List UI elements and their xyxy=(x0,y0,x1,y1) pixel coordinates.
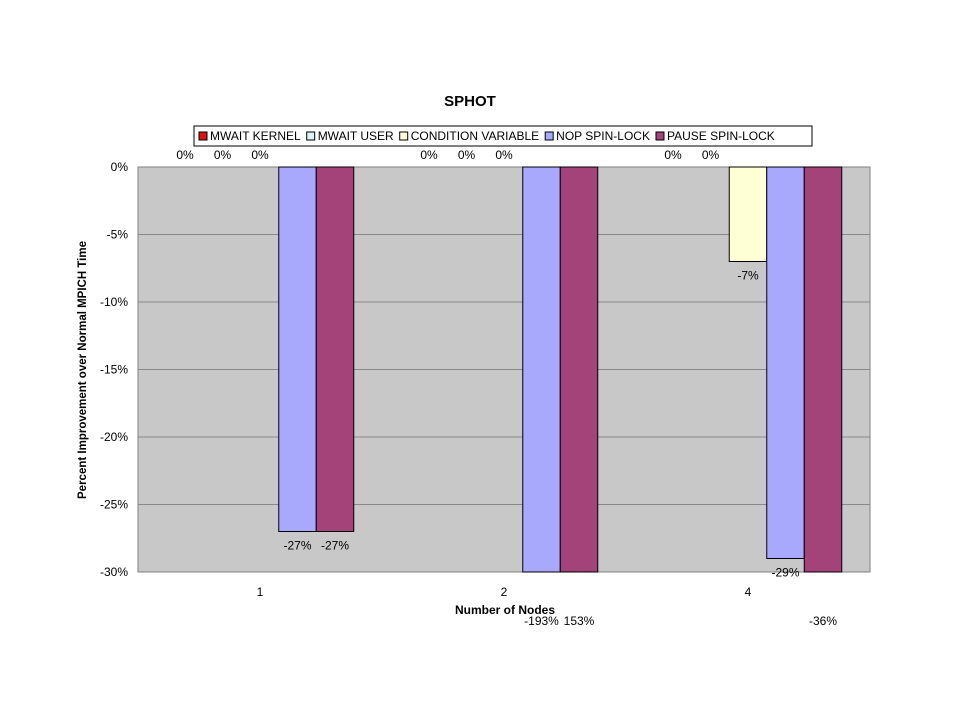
x-tick-label: 4 xyxy=(745,585,752,599)
data-label-nop-spin-lock-2: -193% xyxy=(524,614,559,628)
y-tick-label: -5% xyxy=(107,228,129,242)
data-label-pause-spin-lock-4: -36% xyxy=(809,614,837,628)
y-tick-label: 0% xyxy=(111,160,129,174)
data-label-extra-mwait-kernel-2: 0% xyxy=(420,148,438,162)
legend-swatch-nop-spin-lock xyxy=(544,131,554,141)
y-tick-label: -10% xyxy=(100,295,128,309)
legend: MWAIT KERNEL MWAIT USER CONDITION VARIABLE… xyxy=(193,125,813,147)
legend-label-mwait-kernel: MWAIT KERNEL xyxy=(210,129,301,143)
x-tick-label: 2 xyxy=(501,585,508,599)
y-tick-label: -15% xyxy=(100,363,128,377)
bar-nop-spin-lock-2 xyxy=(522,166,561,573)
data-label-mwait-user-1: 0% xyxy=(214,148,232,162)
legend-label-condition-variable: CONDITION VARIABLE xyxy=(411,129,539,143)
x-axis-label: Number of Nodes xyxy=(455,603,555,617)
data-label-condition-variable-1: 0% xyxy=(251,148,269,162)
bar-nop-spin-lock-1 xyxy=(278,166,317,532)
legend-swatch-mwait-user xyxy=(306,131,316,141)
data-label-mwait-kernel-1: 0% xyxy=(176,148,194,162)
y-axis-label: Percent Improvement over Normal MPICH Ti… xyxy=(77,241,89,499)
data-label-condition-variable-2: 0% xyxy=(495,148,513,162)
x-tick-label: 1 xyxy=(257,585,264,599)
legend-frame xyxy=(193,125,813,147)
legend-label-nop-spin-lock: NOP SPIN-LOCK xyxy=(556,129,650,143)
y-tick-label: -30% xyxy=(100,565,128,579)
data-label-extra-mwait-kernel-4: 0% xyxy=(664,148,682,162)
bar-pause-spin-lock-4 xyxy=(803,166,843,573)
data-label-nop-spin-lock-1: -27% xyxy=(283,539,311,553)
y-tick-label: -20% xyxy=(100,430,128,444)
legend-swatch-pause-spin-lock xyxy=(655,131,665,141)
bar-pause-spin-lock-1 xyxy=(315,166,355,532)
data-label-pause-spin-lock-2: 153% xyxy=(564,614,595,628)
bar-pause-spin-lock-2 xyxy=(559,166,599,573)
data-label-pause-spin-lock-1: -27% xyxy=(321,539,349,553)
legend-label-pause-spin-lock: PAUSE SPIN-LOCK xyxy=(667,129,775,143)
bar-nop-spin-lock-4 xyxy=(766,166,805,559)
data-label-extra-mwait-user-4: 0% xyxy=(702,148,720,162)
y-tick-label: -25% xyxy=(100,498,128,512)
data-label-condition-variable-4: -7% xyxy=(737,269,759,283)
data-label-nop-spin-lock-4: -29% xyxy=(771,566,799,580)
legend-swatch-mwait-kernel xyxy=(198,131,208,141)
legend-swatch-condition-variable xyxy=(399,131,409,141)
legend-label-mwait-user: MWAIT USER xyxy=(318,129,394,143)
data-label-mwait-user-2: 0% xyxy=(458,148,476,162)
chart-title: SPHOT xyxy=(444,93,496,110)
bar-condition-variable-4 xyxy=(728,166,768,262)
